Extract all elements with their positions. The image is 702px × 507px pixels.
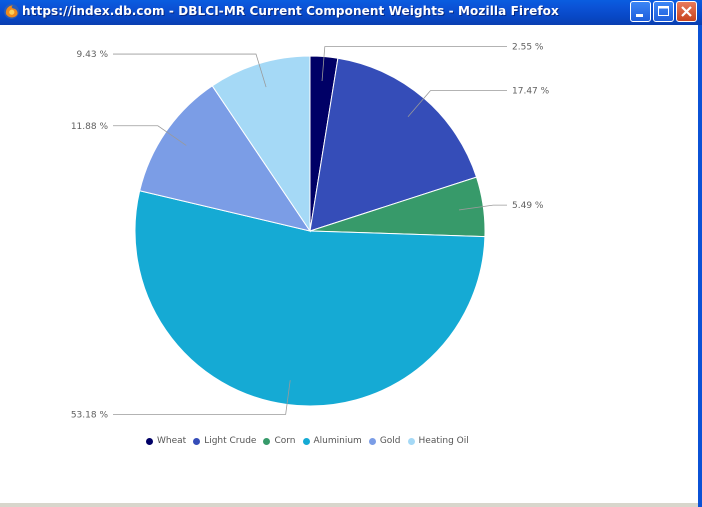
legend-marker-icon	[263, 437, 271, 445]
legend-label: Corn	[274, 436, 296, 446]
legend-item-gold[interactable]: Gold	[368, 436, 401, 446]
window-frame-right	[698, 25, 702, 507]
leader-line-light-crude	[407, 90, 507, 118]
legend-item-light-crude[interactable]: Light Crude	[193, 436, 256, 446]
data-label-aluminium: 53.18 %	[71, 410, 109, 420]
window-titlebar: https://index.db.com - DBLCI-MR Current …	[0, 0, 702, 25]
legend-item-wheat[interactable]: Wheat	[146, 436, 186, 446]
legend-item-heating-oil[interactable]: Heating Oil	[407, 436, 469, 446]
legend-label: Light Crude	[204, 436, 257, 446]
data-label-light-crude: 17.47 %	[512, 87, 550, 97]
leader-line-aluminium	[113, 380, 291, 415]
data-label-corn: 5.49 %	[512, 201, 544, 211]
minimize-button[interactable]	[630, 1, 651, 22]
leader-line-wheat	[321, 46, 507, 82]
legend-label: Heating Oil	[418, 436, 469, 446]
legend-item-corn[interactable]: Corn	[263, 436, 296, 446]
window-frame-bottom	[0, 503, 698, 507]
chart-legend: Wheat Light Crude Corn Aluminium Gold Heating…	[146, 434, 476, 448]
legend-label: Gold	[379, 436, 401, 446]
maximize-button[interactable]	[653, 1, 674, 22]
legend-marker-icon	[407, 437, 415, 445]
leader-line-gold	[113, 125, 187, 146]
minimize-icon	[636, 14, 643, 17]
legend-marker-icon	[302, 437, 310, 445]
data-label-gold: 11.88 %	[71, 122, 109, 132]
legend-label: Wheat	[157, 436, 187, 446]
legend-label: Aluminium	[313, 436, 362, 446]
maximize-icon	[658, 6, 669, 16]
legend-marker-icon	[368, 437, 376, 445]
leader-line-heating-oil	[113, 53, 267, 88]
data-label-wheat: 2.55 %	[512, 43, 544, 53]
window-title: https://index.db.com - DBLCI-MR Current …	[22, 4, 559, 18]
close-button[interactable]	[676, 1, 697, 22]
close-icon	[681, 6, 692, 17]
legend-marker-icon	[193, 437, 201, 445]
legend-marker-icon	[146, 437, 153, 445]
data-label-heating-oil: 9.43 %	[77, 50, 109, 60]
legend-item-aluminium[interactable]: Aluminium	[302, 436, 362, 446]
pie-chart: 2.55 % 17.47 % 5.49 % 53.18 % 11.88 % 9.43 %	[71, 43, 550, 421]
firefox-icon	[4, 4, 19, 19]
leader-line-corn	[458, 204, 507, 211]
chart-area: 2.55 % 17.47 % 5.49 % 53.18 % 11.88 % 9.43 % …	[0, 25, 698, 503]
